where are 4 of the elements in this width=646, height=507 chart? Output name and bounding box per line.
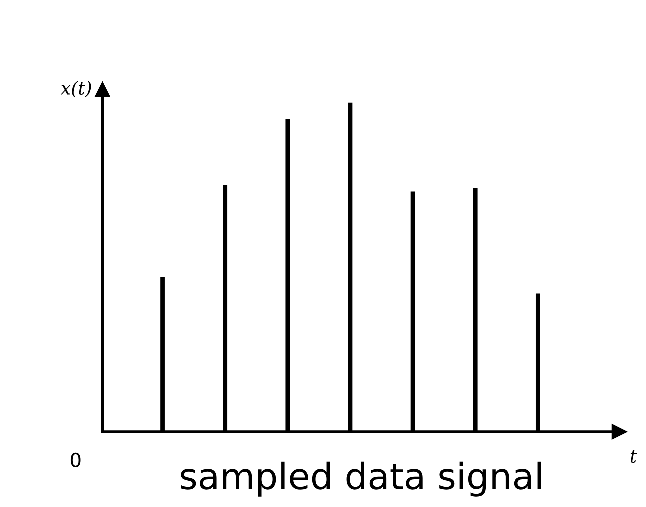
- x-axis-title: t: [630, 450, 638, 464]
- text: 0: [70, 452, 81, 468]
- text: sampled data signal: [181, 462, 542, 497]
- y-axis-title: x(t): [60, 81, 92, 98]
